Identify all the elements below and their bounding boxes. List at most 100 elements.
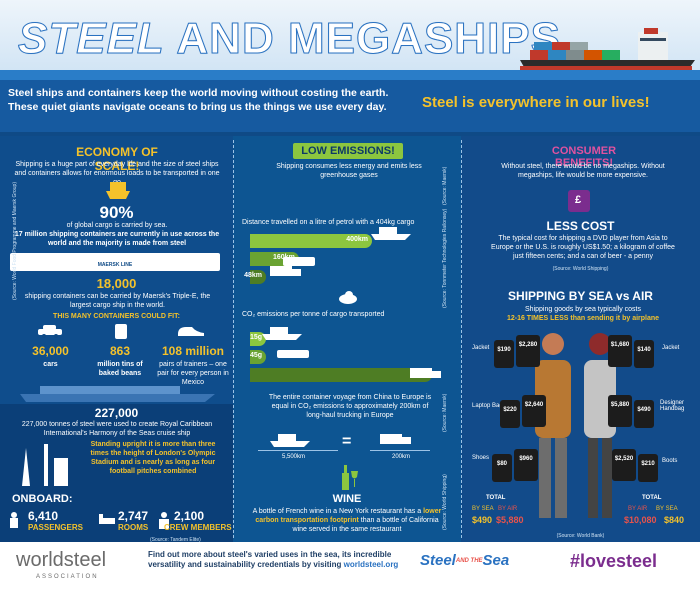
wine-bottle-icon (342, 465, 358, 490)
item-label: Shoes (472, 455, 490, 461)
cargo-ship-icon (520, 28, 695, 74)
steel-tonnes-text: 227,000 tonnes of steel were used to cre… (21, 421, 213, 437)
fit-trainers-label: pairs of trainers – one pair for every p… (157, 361, 229, 386)
price-tag-air: $960 (514, 449, 538, 481)
intro-text: Steel ships and containers keep the worl… (8, 87, 389, 113)
source-note: (Source: Maersk) (442, 393, 448, 432)
right-total-air: $10,080 (624, 515, 657, 525)
fit-heading: THIS MANY CONTAINERS COULD FIT: (53, 313, 180, 320)
fit-beans-value: 863 (109, 344, 131, 358)
right-total-sea: $840 (664, 515, 685, 525)
landmark-comparison-icon (22, 444, 68, 486)
left-total-sea: $490 (472, 515, 493, 525)
co2-bar: 45g (250, 350, 266, 364)
steel-and-the-sea-logo[interactable]: SteelAND THESea (420, 552, 510, 569)
economy-heading: ECONOMY OF SCALE! (76, 145, 158, 173)
item-label: Boots (662, 458, 678, 464)
consumer-heading: CONSUMER BENEFITS! (551, 145, 617, 169)
voyage-distance-truck: 200km (392, 454, 411, 460)
pound-note-icon (568, 190, 590, 212)
item-label: Jacket (472, 345, 490, 351)
fit-beans-label: million tins of baked beans (97, 361, 143, 377)
crew-label: CREW MEMBERS (164, 523, 232, 532)
item-label: Designer Handbag (660, 400, 685, 412)
passengers-value: 6,410 (28, 509, 59, 523)
worldsteel-logo[interactable]: worldsteel (16, 549, 107, 571)
ship-icon (270, 434, 310, 447)
price-tag-sea: $220 (500, 400, 520, 428)
price-tag-air: $1,680 (608, 335, 632, 367)
rooms-value: 2,747 (118, 509, 149, 523)
price-tag-sea: $140 (634, 340, 654, 368)
less-cost-heading: LESS COST (546, 219, 615, 233)
truck-icon (410, 368, 441, 378)
total-label: TOTAL (486, 495, 506, 501)
by-air-label: BY AIR (498, 506, 518, 512)
passenger-icon (10, 512, 18, 528)
tin-can-icon (115, 324, 127, 339)
price-tag-air: $5,880 (608, 395, 632, 427)
by-sea-label: BY SEA (656, 506, 678, 512)
bed-icon (99, 514, 115, 524)
voyage-scale-line (258, 450, 338, 451)
hashtag[interactable]: #lovesteel (570, 551, 658, 571)
truck-icon (270, 266, 301, 276)
price-tag-sea: $80 (492, 454, 512, 482)
wine-text: A bottle of French wine in a New York re… (252, 508, 442, 533)
item-label: Jacket (662, 345, 680, 351)
co2-title: CO₂ emissions per tonne of cargo transpo… (242, 311, 385, 318)
co2-bar-label: 15g (249, 334, 262, 341)
wine-heading: WINE (332, 493, 362, 505)
truck-icon (380, 434, 411, 444)
item-label: Laptop Bag (472, 403, 503, 409)
voyage-distance-ship: 5,500km (282, 454, 306, 460)
distance-title: Distance travelled on a litre of petrol … (242, 219, 415, 226)
cargo-percent: 90% (99, 203, 134, 222)
fit-trainers-value: 108 million (161, 344, 225, 358)
source-note: (Source: Maersk) (442, 166, 448, 205)
voyage-scale-line (370, 450, 430, 451)
voyage-text: The entire container voyage from China t… (268, 394, 432, 419)
source-note: (Source: Tandem Elite) (150, 537, 201, 543)
source-note: (Source: Tonnmeter Technologies Railonse… (442, 208, 448, 308)
cargo-boat-icon (106, 182, 130, 199)
source-note: (Source: World Shipping) (552, 266, 609, 272)
sea-air-text: Shipping goods by sea typically costs (525, 306, 641, 313)
co2-bar: 560g (250, 368, 432, 382)
emissions-heading: LOW EMISSIONS! (293, 143, 403, 159)
sea-band (0, 70, 700, 80)
source-note: (Source: World Shipping) (442, 474, 448, 530)
intro-band (0, 80, 700, 132)
worldsteel-logo-sub: ASSOCIATION (36, 574, 99, 580)
container-count: 18,000 (96, 276, 137, 291)
left-total-air: $5,880 (496, 515, 524, 525)
footer (0, 542, 700, 591)
ship-icon (262, 327, 302, 340)
maersk-ship-label: MAERSK LINE (97, 262, 133, 268)
sea-air-heading: SHIPPING BY SEA vs AIR (508, 289, 653, 303)
footer-link[interactable]: worldsteel.org (343, 560, 399, 569)
cargo-percent-text: of global cargo is carried by sea. (66, 222, 168, 229)
maersk-ship (10, 253, 220, 271)
consumer-lead: Without steel, there would be no megashi… (501, 163, 665, 179)
upright-comparison: Standing upright it is more than three t… (90, 441, 216, 475)
co2-bar-label: 45g (249, 352, 262, 359)
page-title: STEEL AND MEGASHIPS (18, 14, 561, 64)
ship-icon (371, 227, 411, 240)
total-label: TOTAL (642, 495, 662, 501)
pound-symbol: £ (575, 194, 582, 206)
passengers-label: PASSENGERS (28, 523, 83, 532)
crew-icon (159, 512, 169, 529)
car-icon (38, 325, 62, 338)
fit-cars-label: cars (43, 361, 58, 368)
steel-tonnes: 227,000 (94, 406, 139, 420)
sea-air-multiplier: 12-16 TIMES LESS than sending it by airp… (506, 315, 660, 322)
containers-in-use-text: 17 million shipping containers are curre… (14, 231, 220, 247)
cruise-band (0, 404, 233, 542)
by-air-label: BY AIR (628, 506, 648, 512)
source-note: (Source: World Food Programme and Maersk… (12, 181, 18, 300)
distance-bar: 400km (250, 234, 372, 248)
price-tag-air: $2,280 (516, 335, 540, 367)
trainer-icon (178, 327, 204, 336)
price-tag-air: $2,520 (612, 449, 636, 481)
